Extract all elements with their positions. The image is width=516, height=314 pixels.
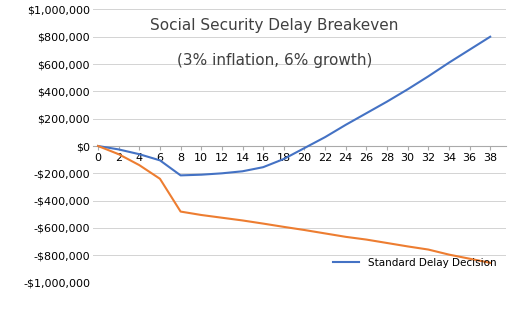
Text: Social Security Delay Breakeven: Social Security Delay Breakeven — [150, 18, 399, 33]
Legend: Standard Delay Decision: Standard Delay Decision — [329, 254, 501, 272]
Text: (3% inflation, 6% growth): (3% inflation, 6% growth) — [177, 53, 372, 68]
